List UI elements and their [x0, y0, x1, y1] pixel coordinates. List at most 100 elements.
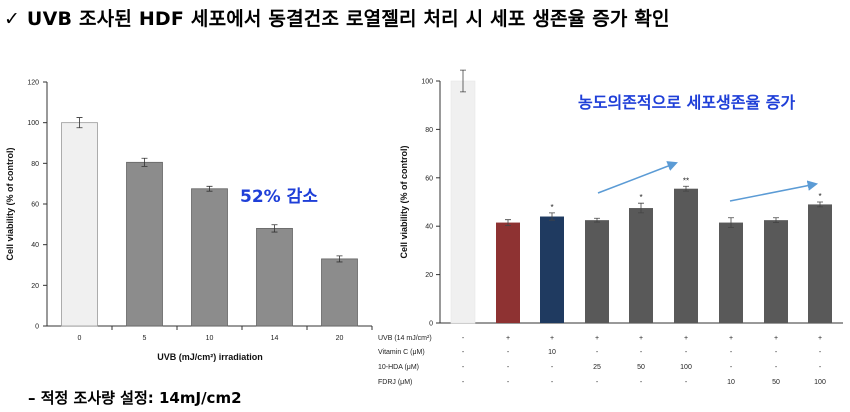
right-y-tick-label: 100 — [421, 79, 433, 86]
left-error-bar — [271, 224, 278, 233]
right-error-bar — [683, 185, 689, 192]
treatment-cell: - — [596, 349, 599, 356]
treatment-row-label: Vitamin C (μM) — [378, 349, 425, 356]
left-chart: 0 20 40 60 80 100 120 0 5 10 14 20 UVB (mJ/cm²) irra… — [5, 80, 373, 362]
left-y-tick-label: 60 — [31, 202, 39, 209]
left-x-axis-label: UVB (mJ/cm²) irradiation — [157, 352, 263, 362]
right-error-bar — [773, 217, 779, 223]
treatment-cell: - — [596, 379, 599, 386]
treatment-cell: 100 — [680, 364, 692, 371]
right-y-tick-label: 20 — [425, 272, 433, 279]
treatment-row-label: UVB (14 mJ/cm²) — [378, 335, 432, 342]
right-y-tick-label: 60 — [425, 175, 433, 182]
treatment-cell: + — [729, 335, 733, 342]
treatment-cell: - — [507, 364, 510, 371]
right-error-bar — [817, 201, 823, 208]
treatment-cell: - — [551, 379, 554, 386]
treatment-cell: + — [818, 335, 822, 342]
left-y-tick-label: 80 — [31, 161, 39, 168]
right-error-bar — [638, 202, 644, 214]
treatment-cell: - — [730, 349, 733, 356]
right-error-bar — [505, 219, 511, 226]
right-error-bar — [728, 217, 734, 228]
left-x-tick-label: 5 — [143, 335, 147, 342]
treatment-cell: - — [685, 349, 688, 356]
treatment-cell: - — [685, 379, 688, 386]
treatment-cell: - — [640, 349, 643, 356]
right-bar — [585, 220, 609, 323]
treatment-row-label: 10-HDA (μM) — [378, 364, 419, 371]
right-bar — [808, 204, 832, 323]
treatment-cell: - — [819, 364, 822, 371]
right-error-bar — [549, 212, 555, 221]
left-x-tick-label: 0 — [78, 335, 82, 342]
left-error-bar — [206, 185, 213, 192]
left-error-bar — [141, 157, 148, 167]
treatment-cell: - — [462, 379, 465, 386]
treatment-cell: - — [775, 349, 778, 356]
left-y-tick-label: 0 — [35, 324, 39, 331]
right-error-bar — [460, 69, 466, 93]
left-y-axis-label: Cell viability (% of control) — [5, 147, 15, 260]
treatment-cell: 25 — [593, 364, 601, 371]
treatment-cell: 50 — [772, 379, 780, 386]
treatment-cell: - — [507, 349, 510, 356]
right-significance-label: ** — [683, 176, 689, 185]
left-x-tick-label: 14 — [271, 335, 279, 342]
treatment-cell: - — [462, 349, 465, 356]
treatment-cell: 10 — [727, 379, 735, 386]
treatment-cell: + — [550, 335, 554, 342]
treatment-cell: - — [640, 379, 643, 386]
left-bar — [256, 227, 293, 327]
left-y-tick-label: 100 — [27, 120, 39, 127]
treatment-cell: - — [551, 364, 554, 371]
treatment-cell: 10 — [548, 349, 556, 356]
right-significance-label: * — [550, 203, 553, 212]
left-bar — [321, 258, 358, 327]
right-bar — [496, 222, 520, 323]
page-title: ✓ UVB 조사된 HDF 세포에서 동결건조 로열젤리 처리 시 세포 생존율… — [4, 8, 670, 30]
trend-arrow-10hda — [597, 161, 678, 194]
right-significance-label: * — [639, 193, 642, 202]
left-x-tick-label: 10 — [206, 335, 214, 342]
treatment-cell: + — [774, 335, 778, 342]
treatment-cell: + — [595, 335, 599, 342]
right-bar — [719, 222, 743, 323]
left-error-bar — [76, 117, 83, 129]
treatment-cell: - — [462, 364, 465, 371]
treatment-cell: - — [507, 379, 510, 386]
left-annotation: 52% 감소 — [240, 187, 318, 207]
treatment-cell: - — [730, 364, 733, 371]
treatment-cell: 100 — [814, 379, 826, 386]
right-bar — [764, 220, 788, 323]
left-y-tick-label: 20 — [31, 283, 39, 290]
right-bar — [450, 80, 476, 324]
right-y-tick-label: 80 — [425, 127, 433, 134]
right-y-tick-label: 40 — [425, 224, 433, 231]
trend-arrow-fdrj — [729, 180, 819, 202]
right-bar — [629, 208, 653, 323]
left-error-bar — [336, 255, 343, 263]
right-bar — [540, 216, 564, 323]
left-bar — [191, 188, 228, 327]
treatment-row-label: FDRJ (μM) — [378, 379, 412, 386]
left-x-tick-label: 20 — [336, 335, 344, 342]
right-error-bar — [594, 217, 600, 223]
left-bar — [126, 161, 163, 327]
treatment-cell: 50 — [637, 364, 645, 371]
right-annotation: 농도의존적으로 세포생존율 증가 — [578, 93, 796, 112]
treatment-cell: - — [462, 335, 465, 342]
treatment-cell: - — [819, 349, 822, 356]
right-significance-label: * — [818, 192, 821, 201]
left-bar — [61, 122, 98, 327]
treatment-cell: + — [684, 335, 688, 342]
footnote: – 적정 조사량 설정: 14mJ/cm2 — [28, 389, 242, 407]
left-y-tick-label: 40 — [31, 242, 39, 249]
left-y-tick-label: 120 — [27, 80, 39, 87]
treatment-cell: - — [775, 364, 778, 371]
treatment-cell: + — [639, 335, 643, 342]
right-y-axis-label: Cell viability (% of control) — [399, 145, 409, 258]
right-bar — [674, 188, 698, 323]
right-y-tick-label: 0 — [429, 321, 433, 328]
